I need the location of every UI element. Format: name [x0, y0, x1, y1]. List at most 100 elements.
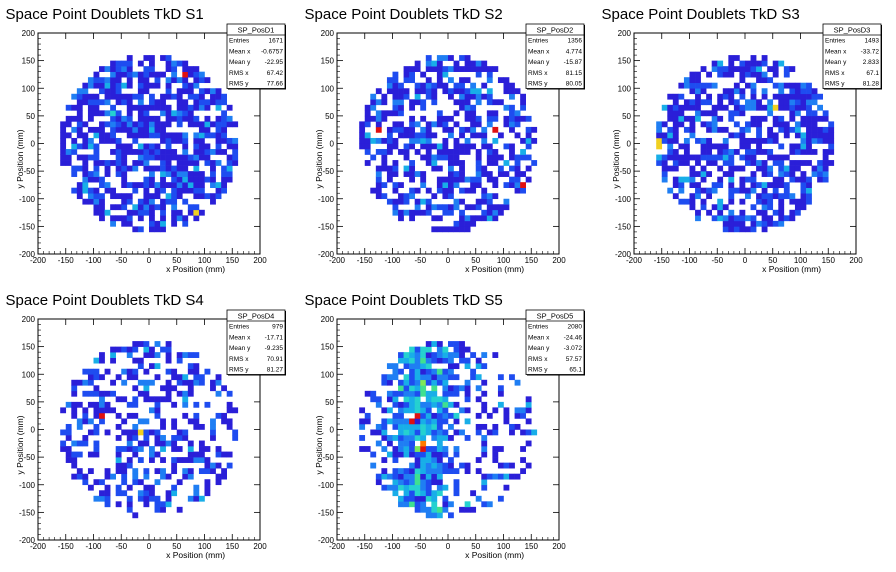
histogram-bin [149, 215, 155, 222]
histogram-bin [126, 215, 133, 222]
histogram-bin [165, 198, 172, 205]
histogram-bin [182, 198, 189, 205]
histogram-bin [436, 512, 443, 519]
histogram-bin [436, 506, 443, 513]
histogram-bin [386, 165, 393, 172]
histogram-bin [226, 165, 233, 172]
histogram-bin [767, 204, 774, 211]
histogram-bin [745, 143, 751, 150]
histogram-bin [137, 99, 144, 106]
histogram-bin [121, 473, 128, 480]
histogram-bin [436, 462, 443, 469]
histogram-bin [683, 99, 690, 106]
histogram-bin [789, 99, 796, 106]
histogram-bin [126, 209, 133, 216]
histogram-bin [76, 451, 83, 458]
histogram-bin [176, 374, 183, 381]
histogram-bin [171, 385, 178, 392]
histogram-bin [370, 462, 377, 469]
histogram-bin [794, 126, 801, 133]
histogram-bin [436, 368, 443, 375]
x-tick-label: 50 [471, 256, 480, 265]
histogram-bin [442, 204, 449, 211]
histogram-bin [459, 66, 465, 72]
histogram-bin [745, 82, 751, 89]
histogram-bin [464, 204, 471, 211]
histogram-bin [425, 60, 432, 67]
histogram-bin [121, 176, 128, 183]
histogram-bin [126, 99, 133, 106]
histogram-bin [126, 346, 133, 353]
histogram-bin [750, 82, 757, 89]
histogram-bin [806, 110, 812, 117]
histogram-bin [82, 473, 89, 480]
histogram-bin [149, 66, 155, 72]
histogram-bin [403, 357, 410, 364]
histogram-bin [93, 429, 100, 436]
histogram-bin [154, 132, 161, 139]
histogram-bin [76, 121, 83, 128]
histogram-bin [210, 99, 216, 106]
histogram-bin [110, 379, 116, 386]
histogram-bin [436, 346, 443, 353]
histogram-bin [71, 440, 78, 447]
x-tick-label: -50 [414, 256, 426, 265]
histogram-bin [425, 55, 432, 61]
histogram-bin [215, 143, 222, 150]
histogram-bin [717, 99, 724, 106]
histogram-bin [165, 501, 172, 508]
histogram-bin [750, 66, 757, 72]
histogram-bin [160, 104, 166, 111]
histogram-bin [115, 126, 122, 133]
histogram-bin [215, 390, 222, 397]
histogram-bin [143, 501, 150, 508]
histogram-bin [436, 149, 443, 155]
histogram-bin [431, 341, 438, 347]
histogram-bin [375, 115, 382, 122]
histogram-bin [722, 171, 729, 177]
histogram-bin [828, 160, 835, 166]
histogram-bin [149, 204, 155, 211]
histogram-bin [436, 379, 443, 386]
histogram-bin [525, 407, 532, 414]
histogram-bin [193, 121, 200, 128]
histogram-bin [392, 88, 399, 95]
histogram-bin [750, 99, 757, 106]
histogram-bin [739, 132, 746, 139]
histogram-bin [187, 473, 194, 480]
histogram-bin [110, 82, 116, 89]
histogram-bin [82, 121, 89, 128]
histogram-bin [800, 82, 807, 89]
histogram-bin [794, 104, 801, 111]
y-tick-label: 200 [22, 29, 36, 38]
histogram-bin [420, 154, 427, 161]
histogram-bin [453, 149, 460, 155]
histogram-bin [176, 132, 183, 139]
histogram-bin [481, 379, 488, 386]
histogram-bin [453, 446, 460, 452]
histogram-bin [215, 149, 222, 155]
histogram-bin [132, 512, 139, 519]
histogram-bin [171, 484, 178, 491]
histogram-bin [381, 193, 388, 200]
histogram-bin [431, 368, 438, 375]
histogram-bin [93, 71, 100, 78]
histogram-bin [198, 132, 205, 139]
histogram-bin [154, 506, 161, 513]
histogram-bin [414, 473, 421, 480]
histogram-bin [464, 55, 471, 61]
x-tick-label: 0 [743, 256, 748, 265]
histogram-bin [364, 104, 371, 111]
histogram-bin [132, 126, 139, 133]
histogram-bin [806, 160, 812, 166]
histogram-bin [828, 143, 835, 150]
histogram-bin [110, 220, 116, 227]
histogram-bin [60, 440, 67, 447]
histogram-bin [87, 468, 94, 475]
histogram-bin [689, 193, 696, 200]
histogram-bin [431, 357, 438, 364]
histogram-bin [733, 66, 740, 72]
histogram-bin [436, 55, 443, 61]
histogram-bin [448, 209, 454, 216]
